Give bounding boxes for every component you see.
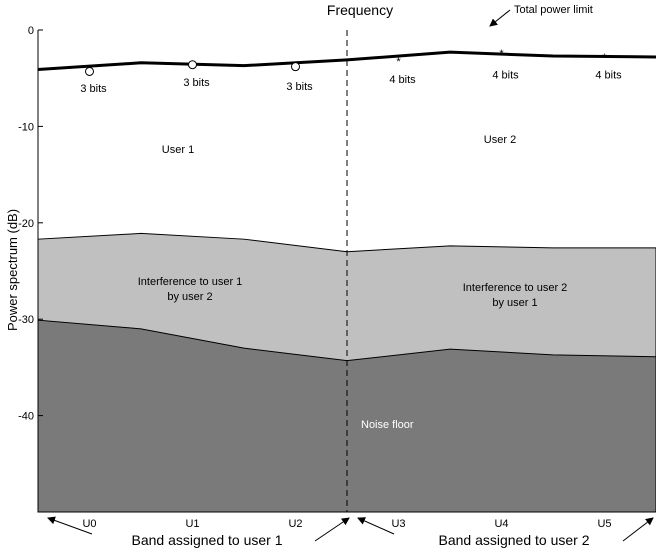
user2-label: User 2: [484, 134, 516, 146]
user2-star-marker: *: [499, 48, 504, 60]
chart-title: Frequency: [327, 2, 393, 18]
x-tick-label: U0: [82, 518, 96, 530]
y-ticks: 0 -10 -20 -30 -40: [18, 25, 43, 423]
x-tick-label: U4: [494, 518, 508, 530]
x-tick-label: U1: [185, 518, 199, 530]
band1-arrow-right: [314, 517, 350, 542]
interference2-label-line2: by user 1: [492, 297, 537, 309]
user2-star-marker: *: [396, 56, 401, 68]
y-tick-label: -40: [18, 411, 34, 423]
user1-circle-marker: [188, 60, 197, 70]
user1-label: User 1: [162, 144, 194, 156]
band1-label: Band assigned to user 1: [132, 532, 283, 548]
user1-circle-marker: [291, 62, 300, 72]
markers: * * *: [85, 48, 607, 76]
bit-label: 3 bits: [286, 81, 313, 93]
user2-star-marker: *: [602, 52, 607, 64]
interference2-label-line1: Interference to user 2: [463, 282, 568, 294]
bit-label: 4 bits: [595, 69, 622, 81]
user1-circle-marker: [85, 66, 94, 76]
noise-floor-area: [37, 319, 656, 513]
y-tick-label: -10: [18, 121, 34, 133]
bit-label: 4 bits: [389, 74, 416, 86]
x-tick-label: U5: [597, 518, 611, 530]
interference1-label-line2: by user 2: [167, 291, 212, 303]
y-axis-label: Power spectrum (dB): [5, 209, 20, 331]
bit-label: 4 bits: [492, 69, 519, 81]
interference1-label-line1: Interference to user 1: [138, 276, 243, 288]
x-tick-labels: U0 U1 U2 U3 U4 U5: [82, 518, 611, 530]
y-tick-label: -30: [18, 314, 34, 326]
total-power-limit-arrow: [489, 9, 511, 27]
y-tick-label: 0: [28, 25, 34, 37]
total-power-limit-label: Total power limit: [514, 4, 593, 16]
band2-arrow-right: [622, 517, 654, 542]
bit-label: 3 bits: [80, 83, 107, 95]
x-tick-label: U3: [391, 518, 405, 530]
noise-floor-label: Noise floor: [361, 419, 414, 431]
bit-label: 3 bits: [183, 77, 210, 89]
x-tick-label: U2: [288, 518, 302, 530]
band1-arrow-left: [47, 516, 93, 535]
y-tick-label: -20: [18, 218, 34, 230]
total-power-line: [37, 50, 656, 72]
band2-arrow-left: [357, 517, 395, 535]
bit-labels: 3 bits 3 bits 3 bits 4 bits 4 bits 4 bits: [80, 69, 622, 94]
band2-label: Band assigned to user 2: [439, 532, 590, 548]
